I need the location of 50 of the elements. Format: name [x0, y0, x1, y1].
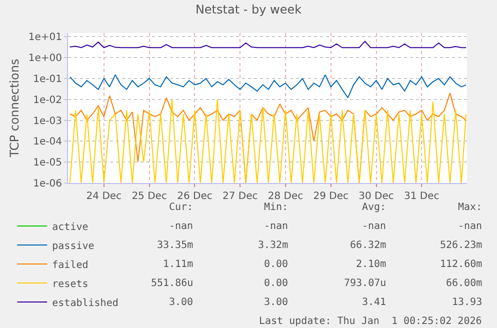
x-tick-label: 28 Dec [268, 191, 304, 202]
legend-label: resets [52, 278, 88, 290]
x-tick-label: 29 Dec [313, 191, 349, 202]
text: 66.32m [350, 240, 386, 251]
y-axis-title: TCP connections [8, 58, 22, 158]
legend-label: active [52, 222, 88, 233]
y-tick-label: 1e-05 [33, 158, 62, 169]
y-tick-label: 1e-04 [33, 136, 62, 148]
text: 112.60m [440, 259, 482, 270]
x-tick-label: 26 Dec [177, 191, 212, 202]
text: 2.10m [356, 259, 386, 270]
y-tick-label: 1e-03 [33, 116, 62, 127]
text: -nan [169, 221, 194, 232]
text: Min: [264, 202, 288, 213]
text: 0.00 [264, 259, 288, 270]
text: 3.00 [169, 297, 194, 308]
line-series [69, 40, 467, 48]
text: -nan [362, 221, 386, 232]
legend-label: established [52, 298, 118, 309]
x-tick-label: 30 Dec [358, 191, 394, 202]
text: 526.23m [440, 240, 482, 251]
x-tick-label: 27 Dec [222, 191, 258, 202]
text: 3.32m [258, 240, 288, 251]
text: 0.00 [264, 278, 288, 289]
y-tick-label: 1e+00 [28, 53, 62, 64]
text: 1.11m [163, 259, 194, 270]
text: 793.07u [344, 278, 386, 289]
chart-title: Netstat - by week [195, 2, 302, 16]
x-tick-label: 25 Dec [132, 191, 167, 202]
text: 66.00m [446, 278, 482, 289]
text: Avg: [362, 202, 386, 213]
legend-label: failed [52, 260, 88, 271]
y-tick-label: 1e+01 [28, 32, 62, 44]
text: Last update: Thu Jan 1 00:25:02 2026 [259, 316, 482, 327]
x-tick-label: 31 Dec [404, 191, 440, 202]
text: 3.00 [264, 297, 288, 308]
text: 13.93 [452, 297, 482, 308]
y-tick-label: 1e-01 [33, 74, 62, 85]
text: -nan [264, 221, 288, 232]
line-series [69, 74, 467, 98]
legend-label: passive [52, 240, 94, 252]
y-tick-label: 1e-06 [33, 178, 62, 190]
x-tick-label: 24 Dec [86, 191, 122, 202]
text: Max: [458, 202, 482, 213]
text: 33.35m [157, 240, 194, 251]
text: 551.86u [151, 278, 194, 289]
text: Cur: [169, 202, 194, 213]
text: -nan [458, 221, 482, 232]
text: 3.41 [362, 297, 386, 308]
y-tick-label: 1e-02 [33, 94, 62, 106]
